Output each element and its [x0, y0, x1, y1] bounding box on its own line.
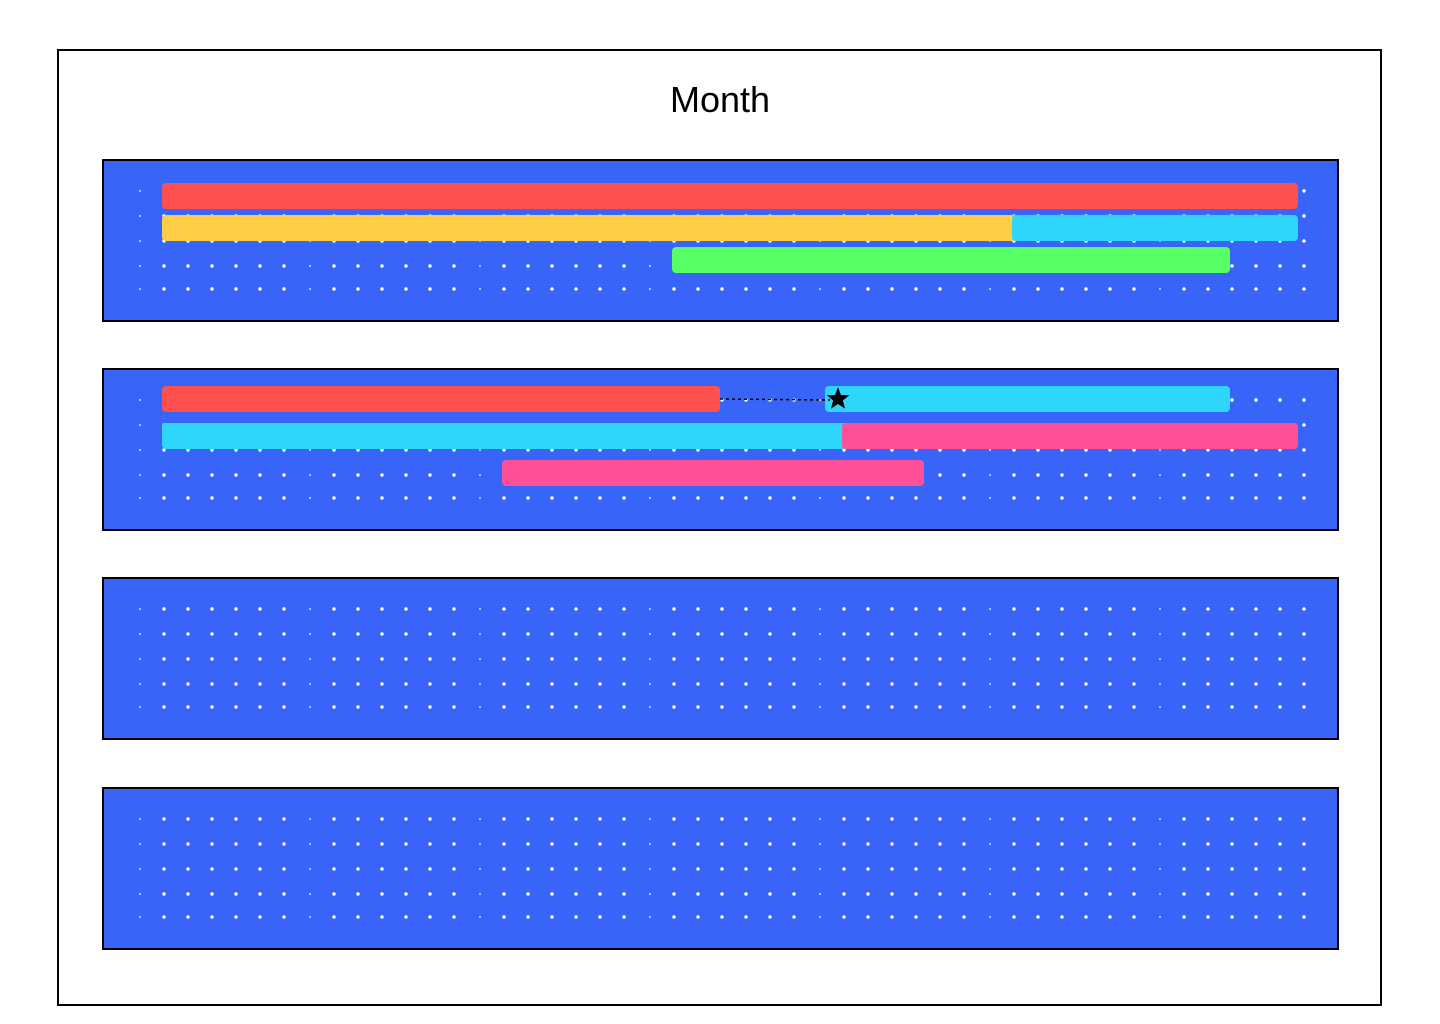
- week-row[interactable]: [102, 787, 1339, 950]
- event-bar-pink[interactable]: [502, 460, 924, 486]
- event-bar-red[interactable]: [162, 183, 1298, 209]
- week-row[interactable]: [102, 159, 1339, 322]
- event-bar-pink[interactable]: [842, 423, 1298, 449]
- week-canvas: [139, 183, 1306, 291]
- calendar-title: Month: [669, 79, 771, 120]
- week-row[interactable]: [102, 577, 1339, 740]
- event-bar-green[interactable]: [672, 247, 1230, 273]
- week-canvas: [139, 817, 1306, 919]
- event-bar-cyan[interactable]: [1012, 215, 1298, 241]
- week-canvas: [139, 607, 1306, 709]
- star-icon[interactable]: [826, 387, 850, 409]
- event-bar-cyan[interactable]: [825, 386, 1230, 412]
- connector-line: [719, 398, 831, 401]
- week-row[interactable]: [102, 368, 1339, 531]
- slot-dots: [139, 607, 1306, 709]
- event-bar-yellow[interactable]: [162, 215, 1060, 241]
- event-bar-cyan[interactable]: [162, 423, 924, 449]
- week-canvas: [139, 386, 1306, 500]
- event-bar-red[interactable]: [162, 386, 720, 412]
- slot-dots: [139, 817, 1306, 919]
